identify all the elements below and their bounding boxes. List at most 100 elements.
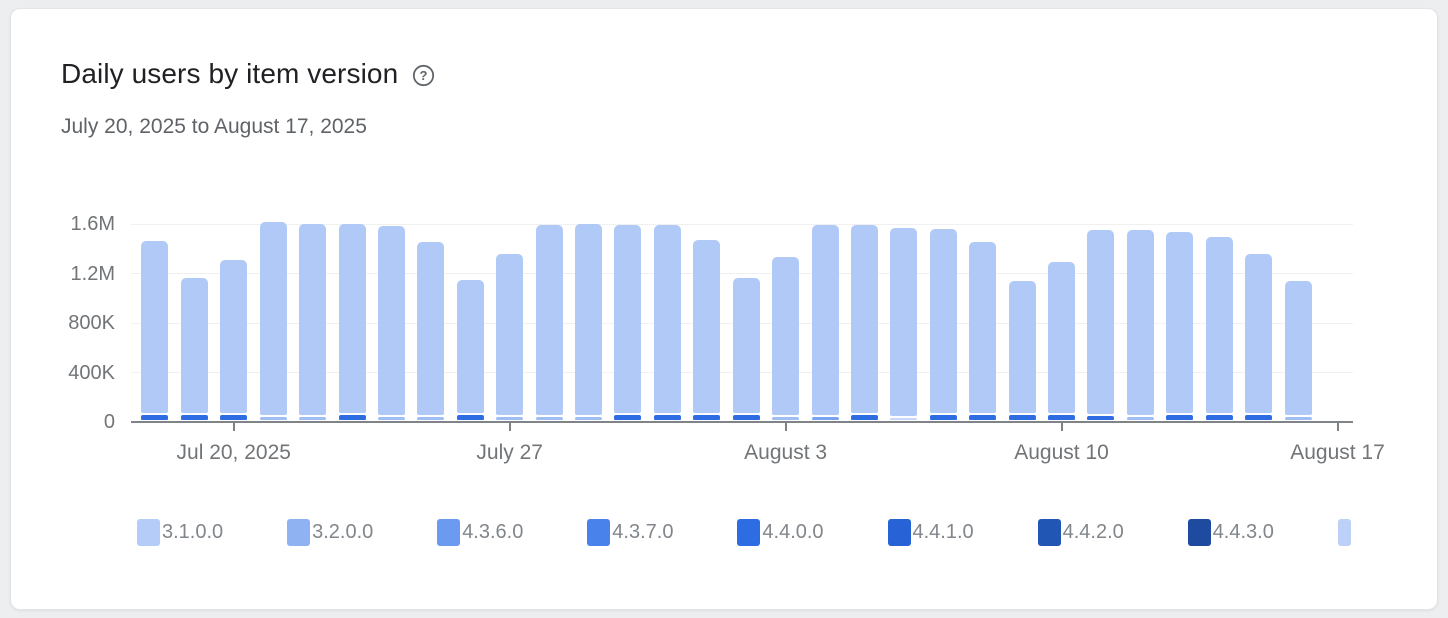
bar-segment-main[interactable]	[850, 224, 878, 414]
bar-segment-main[interactable]	[377, 226, 405, 416]
bar-segment-base[interactable]	[850, 415, 878, 420]
stacked-bar[interactable]	[496, 254, 524, 420]
bar-segment-main[interactable]	[220, 259, 248, 413]
bar-segment-base[interactable]	[1087, 415, 1115, 420]
bar-segment-main[interactable]	[535, 225, 563, 416]
bar-segment-base[interactable]	[1048, 415, 1076, 420]
bar-segment-base[interactable]	[890, 417, 918, 420]
bar-segment-main[interactable]	[1087, 230, 1115, 414]
bar-segment-main[interactable]	[614, 224, 642, 414]
bar-segment-base[interactable]	[259, 417, 287, 420]
bar-segment-main[interactable]	[259, 222, 287, 416]
stacked-bar[interactable]	[653, 224, 681, 420]
bar-segment-base[interactable]	[496, 417, 524, 420]
bar-segment-base[interactable]	[180, 415, 208, 420]
chart-legend: 3.1.0.0 3.2.0.0 4.3.6.0 4.3.7.0 4.4.0.0 4.4.1…	[11, 519, 1437, 549]
bar-segment-main[interactable]	[496, 254, 524, 416]
stacked-bar[interactable]	[772, 256, 800, 420]
bar-segment-base[interactable]	[338, 414, 366, 420]
legend-version-label: 4.4.1.0	[912, 521, 974, 543]
x-axis-tick-mark	[1336, 423, 1339, 431]
bar-segment-base[interactable]	[535, 417, 563, 420]
bar-segment-main[interactable]	[890, 227, 918, 416]
x-axis-tick-mark	[232, 423, 235, 431]
stacked-bar[interactable]	[929, 229, 957, 420]
bar-segment-main[interactable]	[1245, 254, 1273, 414]
stacked-bar[interactable]	[1048, 261, 1076, 420]
stacked-bar[interactable]	[456, 279, 484, 420]
bar-segment-base[interactable]	[1284, 417, 1312, 420]
stacked-bar[interactable]	[1087, 230, 1115, 420]
bar-segment-main[interactable]	[1284, 281, 1312, 416]
bar-segment-main[interactable]	[417, 241, 445, 416]
bar-segment-main[interactable]	[653, 224, 681, 414]
bar-segment-base[interactable]	[969, 415, 997, 420]
bar-segment-base[interactable]	[693, 415, 721, 420]
bar-segment-main[interactable]	[1205, 237, 1233, 414]
stacked-bar[interactable]	[299, 224, 327, 420]
stacked-bar[interactable]	[535, 225, 563, 420]
stacked-bar[interactable]	[180, 278, 208, 420]
stacked-bar[interactable]	[377, 226, 405, 420]
bar-segment-main[interactable]	[693, 239, 721, 414]
bar-segment-base[interactable]	[141, 415, 169, 420]
bar-segment-base[interactable]	[772, 417, 800, 420]
bar-segment-base[interactable]	[732, 414, 760, 420]
stacked-bar[interactable]	[693, 239, 721, 420]
bar-segment-main[interactable]	[338, 223, 366, 413]
stacked-bar[interactable]	[969, 241, 997, 420]
bar-segment-base[interactable]	[1205, 415, 1233, 420]
stacked-bar[interactable]	[1126, 230, 1154, 420]
bar-segment-base[interactable]	[1166, 415, 1194, 420]
bar-segment-base[interactable]	[614, 415, 642, 420]
chart-header: Daily users by item version ?	[61, 56, 436, 92]
stacked-bar[interactable]	[614, 224, 642, 420]
stacked-bar[interactable]	[1008, 280, 1036, 420]
bar-segment-main[interactable]	[732, 278, 760, 413]
legend-color-swatch	[587, 519, 611, 546]
stacked-bar[interactable]	[1245, 254, 1273, 420]
legend-item: 4.4.0.0	[737, 519, 824, 546]
bar-segment-main[interactable]	[969, 241, 997, 414]
legend-color-swatch	[737, 519, 761, 546]
stacked-bar[interactable]	[732, 278, 760, 420]
bar-segment-main[interactable]	[575, 224, 603, 416]
stacked-bar[interactable]	[1166, 231, 1194, 420]
bar-segment-main[interactable]	[141, 240, 169, 414]
bar-segment-base[interactable]	[1008, 415, 1036, 420]
legend-color-swatch	[1037, 519, 1061, 546]
bar-segment-main[interactable]	[456, 279, 484, 413]
bar-segment-base[interactable]	[1126, 417, 1154, 420]
bar-segment-main[interactable]	[929, 229, 957, 414]
bar-segment-base[interactable]	[417, 417, 445, 420]
bar-segment-main[interactable]	[1008, 280, 1036, 414]
bar-segment-base[interactable]	[1245, 415, 1273, 420]
bar-segment-base[interactable]	[377, 417, 405, 420]
bar-segment-main[interactable]	[299, 224, 327, 416]
bar-segment-main[interactable]	[1048, 261, 1076, 414]
stacked-bar[interactable]	[338, 223, 366, 420]
stacked-bar[interactable]	[1205, 237, 1233, 420]
bar-segment-base[interactable]	[653, 415, 681, 420]
bar-segment-main[interactable]	[1166, 231, 1194, 414]
stacked-bar[interactable]	[259, 222, 287, 420]
stacked-bar[interactable]	[220, 259, 248, 420]
bar-segment-main[interactable]	[811, 224, 839, 415]
stacked-bar[interactable]	[890, 227, 918, 420]
bar-segment-base[interactable]	[575, 417, 603, 420]
stacked-bar[interactable]	[575, 224, 603, 420]
bar-segment-base[interactable]	[929, 415, 957, 420]
stacked-bar[interactable]	[811, 224, 839, 420]
bar-segment-base[interactable]	[220, 414, 248, 420]
stacked-bar[interactable]	[1284, 281, 1312, 420]
bar-segment-base[interactable]	[299, 417, 327, 420]
bar-segment-base[interactable]	[811, 416, 839, 420]
help-icon[interactable]: ?	[411, 63, 436, 88]
stacked-bar[interactable]	[417, 241, 445, 420]
stacked-bar[interactable]	[850, 224, 878, 420]
stacked-bar[interactable]	[141, 240, 169, 420]
bar-segment-main[interactable]	[180, 278, 208, 414]
bar-segment-base[interactable]	[456, 414, 484, 420]
bar-segment-main[interactable]	[1126, 230, 1154, 416]
bar-segment-main[interactable]	[772, 256, 800, 416]
